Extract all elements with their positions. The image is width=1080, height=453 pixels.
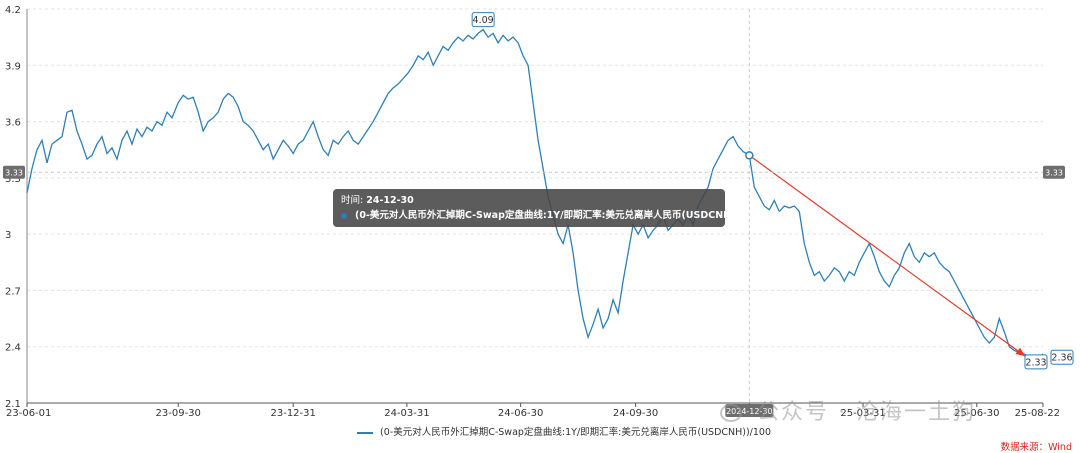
x-tick-label: 25-03-31 xyxy=(840,408,885,419)
grid-lines xyxy=(27,8,1043,348)
tooltip: 时间: 24-12-30 (0-美元对人民币外汇掉期C-Swap定盘曲线:1Y/… xyxy=(333,189,781,227)
x-tick-label: 25-08-22 xyxy=(1015,408,1060,419)
x-pointer-label: 2024-12-30 xyxy=(726,407,773,416)
y-tick-label: 3.6 xyxy=(5,118,21,129)
max-value-label-box xyxy=(471,12,495,28)
watermark: 公众号 · 沧海一土狗 xyxy=(720,394,976,426)
last-value-label-box xyxy=(1050,349,1074,365)
legend-label: (0-美元对人民币外汇掉期C-Swap定盘曲线:1Y/即期汇率:美元兑离岸人民币… xyxy=(380,427,772,438)
tooltip-time-value: 24-12-30 xyxy=(366,195,414,206)
x-tick-label: 23-12-31 xyxy=(270,408,315,419)
legend[interactable]: (0-美元对人民币外汇掉期C-Swap定盘曲线:1Y/即期汇率:美元兑离岸人民币… xyxy=(357,424,771,438)
y-pointer-label-left: 3.33 xyxy=(5,169,23,178)
y-tick-label: 2.4 xyxy=(5,343,21,354)
last-value-label: 2.36 xyxy=(1051,353,1072,364)
wechat-icon xyxy=(720,404,742,422)
tooltip-time-label: 时间: xyxy=(341,195,364,206)
series-line xyxy=(26,28,1044,361)
x-tick-label: 24-06-30 xyxy=(498,408,543,419)
y-pointer-label-right: 3.33 xyxy=(1045,169,1063,178)
data-source: 数据来源：Wind xyxy=(1000,442,1072,453)
x-tick-label: 24-03-31 xyxy=(384,408,429,419)
hover-point xyxy=(745,151,754,160)
watermark-text: 公众号 · 沧海一土狗 xyxy=(757,400,976,425)
x-tick-label: 23-09-30 xyxy=(156,408,201,419)
x-tick-label: 23-06-01 xyxy=(6,408,51,419)
y-tick-label: 3.9 xyxy=(5,61,21,72)
y-tick-label: 3.3 xyxy=(5,174,21,185)
near-last-value-label-box xyxy=(1024,354,1048,370)
y-pointer-label-right-bg xyxy=(1043,165,1065,179)
y-tick-label: 2.1 xyxy=(5,399,21,410)
y-tick-label: 2.7 xyxy=(5,286,21,297)
y-axis: 2.1 2.4 2.7 3 3.3 3.6 3.9 4.2 xyxy=(5,5,28,410)
y-pointer-label-left-bg xyxy=(3,165,25,179)
x-tick-label: 24-09-30 xyxy=(613,408,658,419)
tooltip-series-dot xyxy=(341,212,347,219)
max-value-label: 4.09 xyxy=(473,15,494,26)
tooltip-series-value: 3.42 xyxy=(757,210,781,221)
y-tick-label: 3 xyxy=(5,230,11,241)
y-tick-label: 4.2 xyxy=(5,5,21,16)
x-axis: 23-06-01 23-09-30 23-12-31 24-03-31 24-06-30… xyxy=(6,402,1060,419)
trend-arrow xyxy=(748,154,1026,357)
legend-swatch xyxy=(357,431,373,434)
tooltip-series-label: (0-美元对人民币外汇掉期C-Swap定盘曲线:1Y/即期汇率:美元兑离岸人民币… xyxy=(355,210,755,221)
trend-arrow-head xyxy=(1015,347,1025,357)
x-tick-label: 25-06-30 xyxy=(954,408,999,419)
near-last-value-label: 2.33 xyxy=(1025,357,1046,368)
